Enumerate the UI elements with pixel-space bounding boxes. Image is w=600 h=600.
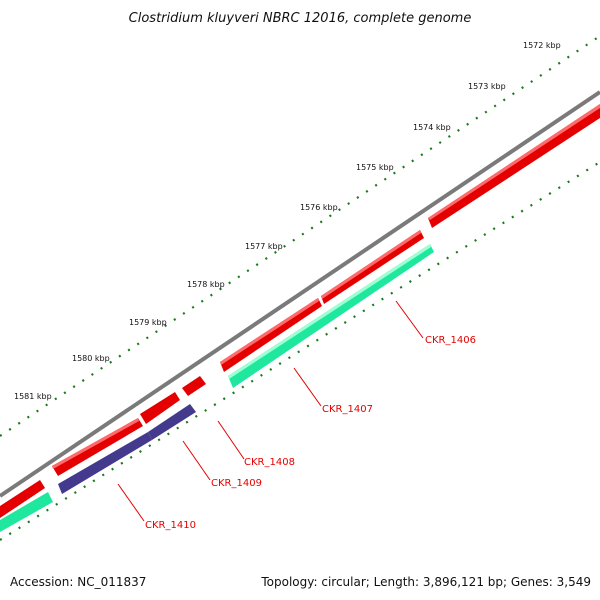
gene-labels: CKR_1406 CKR_1407 CKR_1408 CKR_1409 CKR_…: [145, 335, 476, 531]
gene-ckr-1410[interactable]: [52, 418, 143, 476]
gene-green-1[interactable]: [228, 244, 434, 388]
scale-label: 1581 kbp: [14, 392, 52, 401]
gene-ckr-1409[interactable]: [140, 392, 180, 424]
gene-label-ckr-1409[interactable]: CKR_1409: [211, 478, 262, 489]
scale-label: 1572 kbp: [523, 41, 561, 50]
scale-label: 1575 kbp: [356, 163, 394, 172]
gene-blue-1[interactable]: [148, 404, 196, 440]
gene-blue-2[interactable]: [58, 432, 152, 494]
forward-strand-genes: [0, 104, 600, 518]
gene-label-ckr-1407[interactable]: CKR_1407: [322, 404, 373, 415]
genome-stats-text: Topology: circular; Length: 3,896,121 bp…: [260, 575, 591, 589]
scale-labels: 1572 kbp 1573 kbp 1574 kbp 1575 kbp 1576…: [14, 41, 561, 401]
scale-label: 1577 kbp: [245, 242, 283, 251]
accession-text: Accession: NC_011837: [10, 575, 146, 589]
scale-label: 1578 kbp: [187, 280, 225, 289]
scale-label: 1576 kbp: [300, 203, 338, 212]
gene-label-ckr-1406[interactable]: CKR_1406: [425, 335, 476, 346]
gene-leader-lines: [117, 300, 424, 522]
gene-ckr-1408[interactable]: [182, 376, 206, 396]
map-title: Clostridium kluyveri NBRC 12016, complet…: [129, 11, 472, 26]
inner-scale-ticks: [0, 161, 600, 541]
gene-left-edge[interactable]: [0, 480, 45, 518]
scale-label: 1574 kbp: [413, 123, 451, 132]
gene-ckr-1407[interactable]: [321, 230, 424, 304]
gene-label-ckr-1408[interactable]: CKR_1408: [244, 457, 295, 468]
gene-label-ckr-1410[interactable]: CKR_1410: [145, 520, 196, 531]
scale-label: 1573 kbp: [468, 82, 506, 91]
gene-green-2[interactable]: [0, 492, 53, 532]
gene-ckr-1407b[interactable]: [220, 298, 322, 372]
genome-backbone: [0, 90, 600, 498]
reverse-strand-genes: [0, 244, 434, 532]
scale-label: 1579 kbp: [129, 318, 167, 327]
scale-label: 1580 kbp: [72, 354, 110, 363]
